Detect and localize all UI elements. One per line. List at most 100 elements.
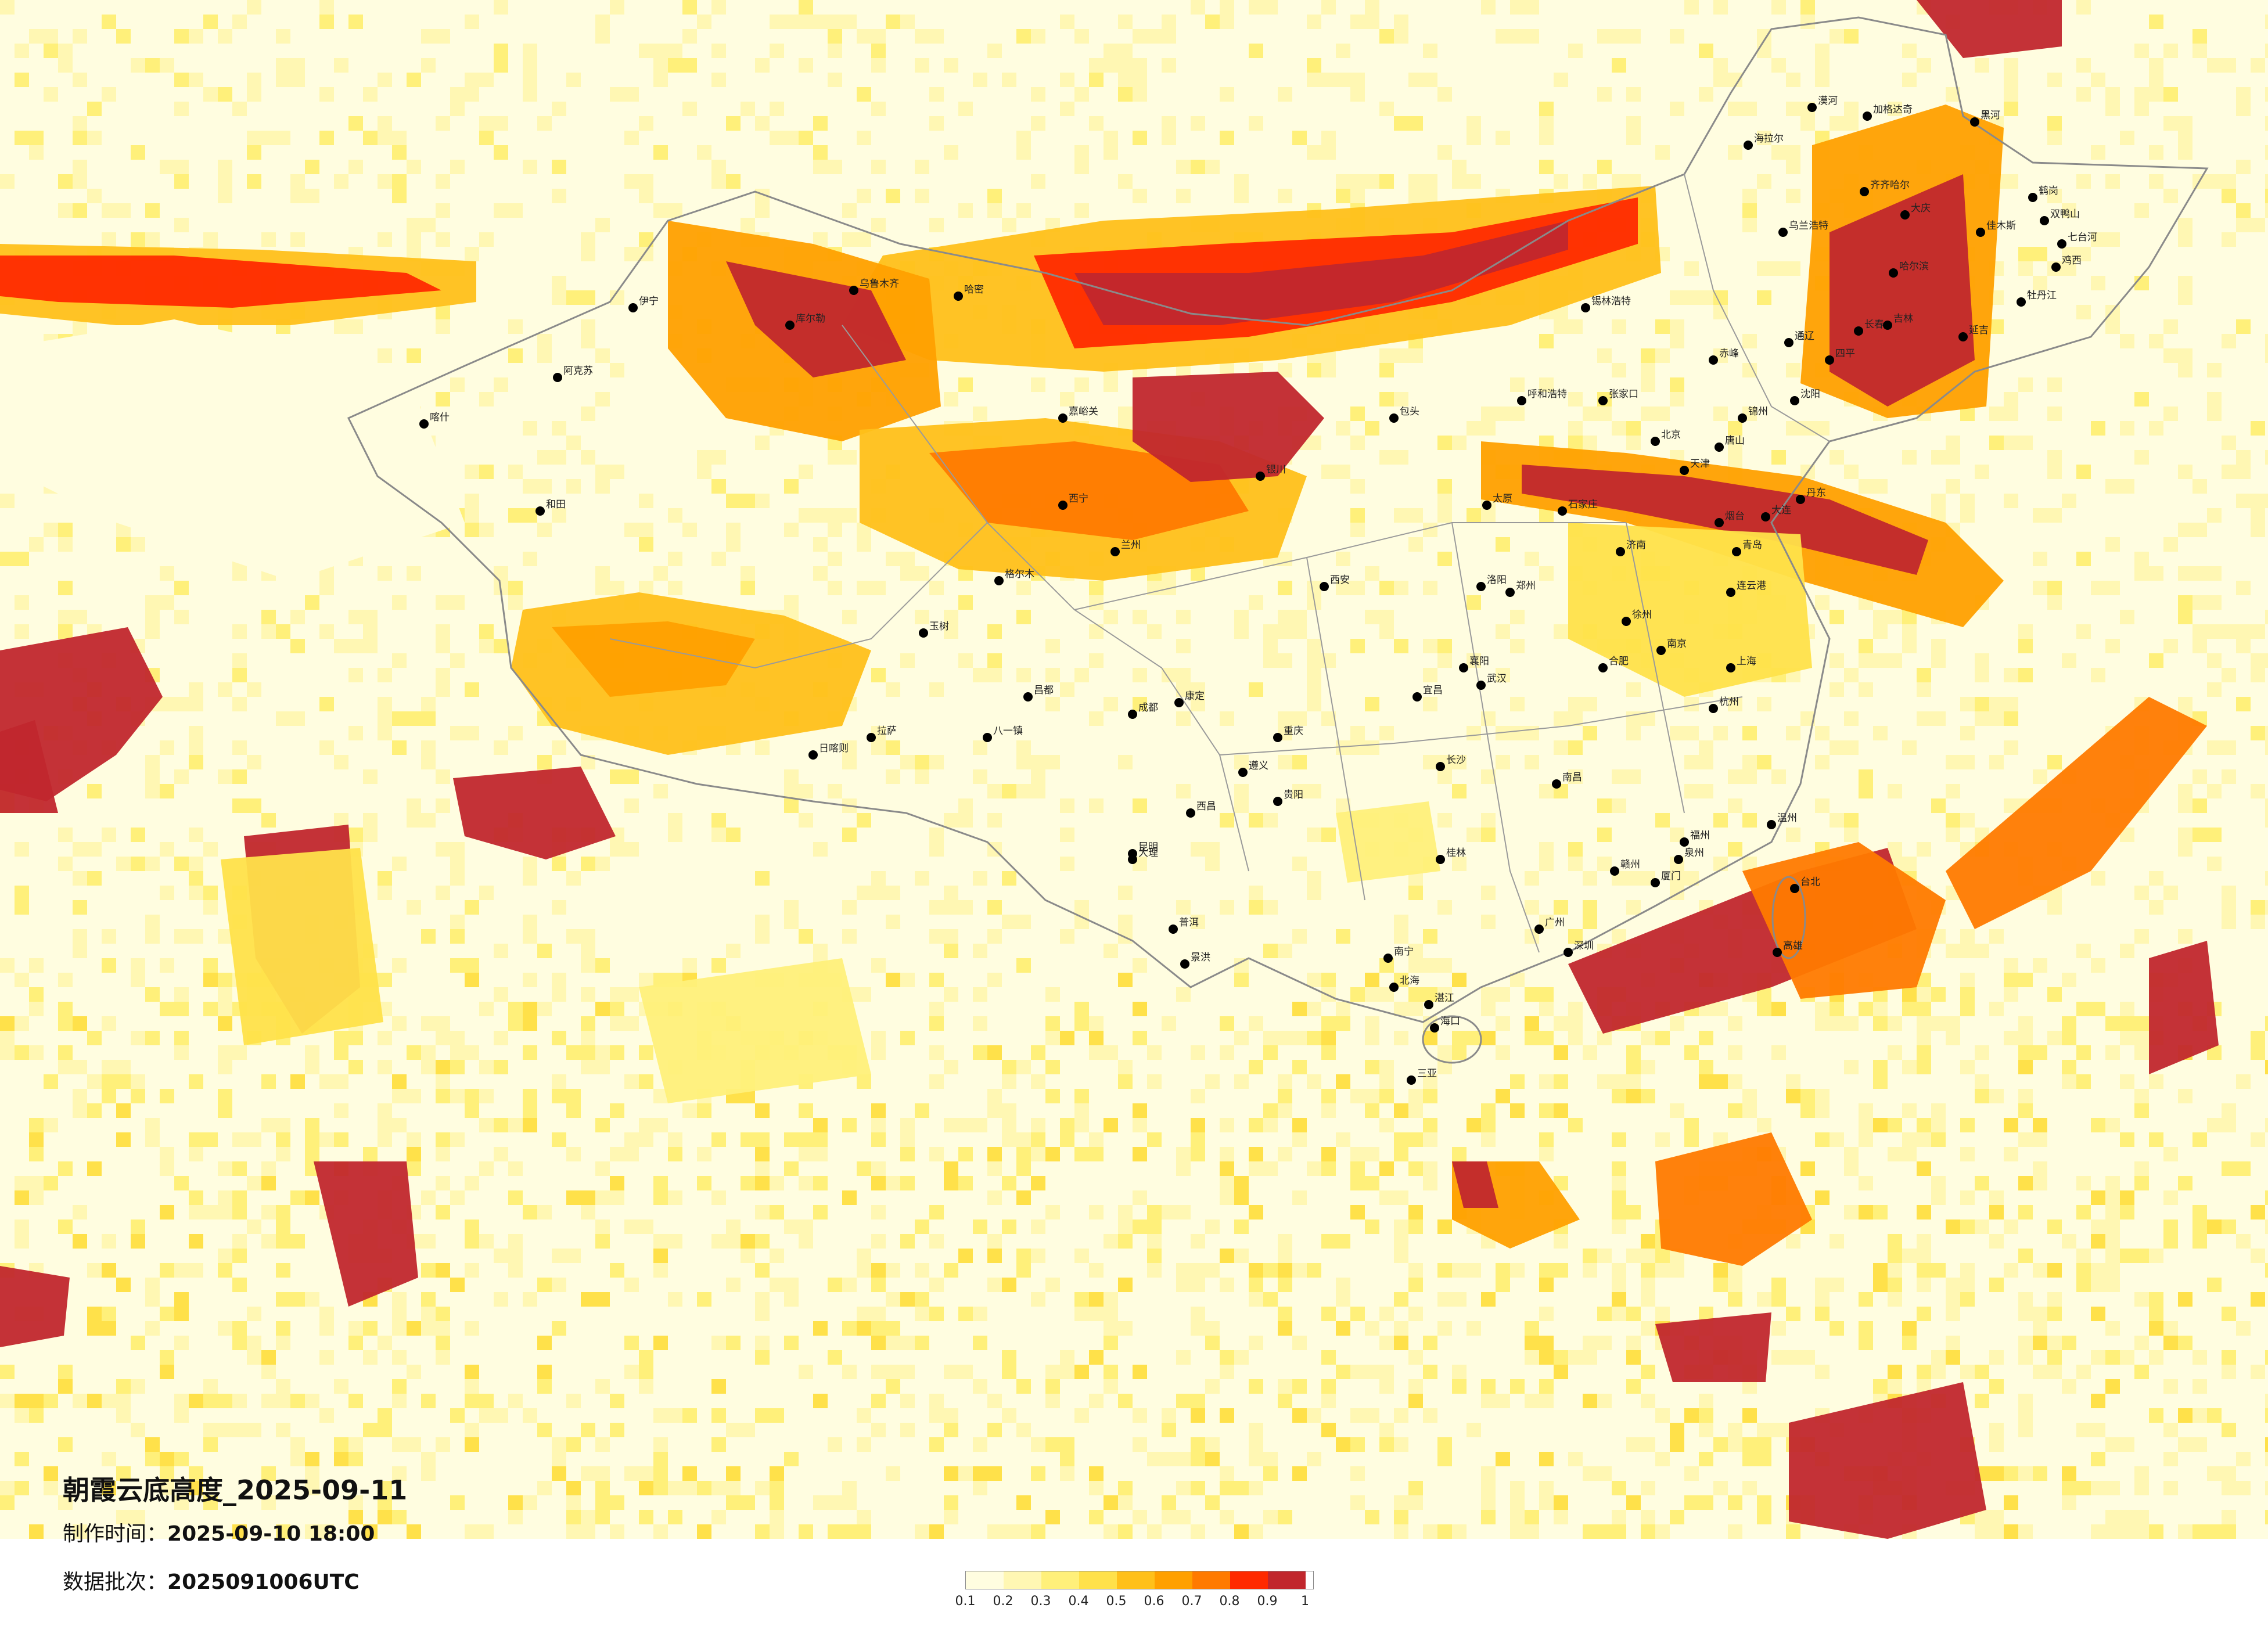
heat-cell-low <box>1931 639 1946 653</box>
heat-cell-low <box>711 73 726 87</box>
heat-cell-low <box>886 682 900 697</box>
city-label: 哈尔滨 <box>1899 261 1929 272</box>
heat-cell-low <box>1220 1176 1234 1190</box>
heat-cell-low <box>566 1510 581 1524</box>
legend-tick-label: 0.7 <box>1181 1594 1202 1609</box>
heat-cell-low <box>1379 726 1394 740</box>
heat-cell-low <box>1016 1147 1031 1161</box>
heat-cell-low <box>1191 915 1205 929</box>
heat-cell-low <box>2222 174 2236 189</box>
city-label: 漠河 <box>1818 95 1838 107</box>
heat-cell-low <box>1815 1292 1830 1307</box>
heat-cell-low <box>1902 1002 1917 1016</box>
heat-cell-low <box>378 348 392 363</box>
heat-cell-low <box>131 1234 145 1249</box>
heat-cell-low <box>465 1263 479 1278</box>
map-area[interactable]: 漠河 加格达奇 海拉尔 黑河 齐齐哈尔 大庆 哈尔滨 佳木斯 鹤岗 双鸭山 七台河 鸡西 牡丹江 乌兰浩特… <box>0 0 2268 1539</box>
heat-cell-low <box>741 102 755 116</box>
heat-cell-low <box>2222 1481 2236 1495</box>
city-label: 南宁 <box>1394 946 1414 958</box>
heat-cell-low <box>319 131 334 145</box>
heat-cell-low <box>566 436 581 450</box>
heat-cell-low <box>1917 1205 1931 1220</box>
heat-cell-low <box>1481 1002 1496 1016</box>
heat-cell-low <box>1830 610 1844 624</box>
heat-cell-low <box>2004 1147 2018 1161</box>
heat-cell-low <box>0 174 15 189</box>
heat-cell-low <box>1931 798 1946 813</box>
heat-cell-low <box>1888 610 1902 624</box>
heat-cell-low <box>73 160 87 174</box>
heat-cell-low <box>58 973 73 987</box>
heat-cell-low <box>1060 929 1074 944</box>
heat-cell-low <box>1031 1524 1045 1539</box>
heat-cell-low <box>44 1394 58 1408</box>
heat-cell-low <box>2120 1249 2134 1263</box>
heat-cell-low <box>1394 1437 1408 1452</box>
heat-cell-low <box>1888 102 1902 116</box>
heat-cell-low <box>494 44 508 58</box>
heat-cell-low <box>1278 653 1292 668</box>
heat-cell-low <box>1888 1249 1902 1263</box>
heat-cell-low <box>232 1423 247 1437</box>
heat-cell-low <box>508 508 523 523</box>
heat-cell-low <box>2120 1437 2134 1452</box>
heat-cell-low <box>203 1132 218 1147</box>
heat-cell-low <box>1583 1045 1597 1060</box>
heat-cell-low <box>58 1220 73 1234</box>
heat-cell-low <box>1525 1524 1539 1539</box>
heat-cell-low <box>465 523 479 537</box>
heat-cell-low <box>407 348 421 363</box>
heat-cell-low <box>2105 639 2120 653</box>
heat-cell-low <box>1539 131 1554 145</box>
heat-cell-low <box>407 1365 421 1379</box>
city-label: 赤峰 <box>1719 348 1739 359</box>
city-marker <box>1424 1000 1433 1009</box>
heat-cell-low <box>392 1074 407 1089</box>
heat-cell-low <box>1147 624 1162 639</box>
heat-cell-low <box>1437 436 1452 450</box>
heat-cell-low <box>624 174 639 189</box>
city-label: 洛阳 <box>1487 574 1507 586</box>
heat-cell-low <box>1786 1074 1800 1089</box>
heat-cell-low <box>566 1437 581 1452</box>
heat-cell-low <box>1060 1365 1074 1379</box>
heat-cell-low <box>87 842 102 857</box>
heat-cell-low <box>203 1379 218 1394</box>
city-marker <box>1517 396 1526 405</box>
province-border <box>1451 522 1540 953</box>
heat-cell-low <box>73 131 87 145</box>
heat-cell-low <box>2033 1336 2047 1350</box>
heat-cell-low <box>348 116 363 131</box>
heat-cell-low <box>1626 131 1641 145</box>
heat-cell-low <box>1089 595 1104 610</box>
heat-cell-low <box>813 508 828 523</box>
heat-cell-low <box>189 1481 203 1495</box>
heat-cell-low <box>1336 1278 1350 1292</box>
heat-cell-low <box>1989 755 2004 769</box>
city-marker <box>1174 698 1184 707</box>
heat-cell-low <box>973 73 987 87</box>
heat-cell-low <box>1713 290 1728 305</box>
heat-cell-low <box>1510 1510 1525 1524</box>
heat-cell-low <box>174 610 189 624</box>
heat-cell-low <box>1408 1002 1423 1016</box>
heat-cell-low <box>102 1089 116 1103</box>
city-label: 齐齐哈尔 <box>1870 179 1910 191</box>
heat-cell-low <box>1539 116 1554 131</box>
heat-cell-low <box>407 1524 421 1539</box>
heat-cell-low <box>1525 1031 1539 1045</box>
heat-cell-low <box>1133 87 1147 102</box>
heat-cell-low <box>668 1510 682 1524</box>
heat-cell-low <box>1234 973 1249 987</box>
heat-cell-low <box>523 929 537 944</box>
heat-cell-low <box>2178 116 2192 131</box>
heat-cell-low <box>813 1147 828 1161</box>
heat-cell-low <box>842 450 857 465</box>
city-label: 哈密 <box>964 284 984 296</box>
heat-cell-low <box>1133 958 1147 973</box>
heat-cell-low <box>857 1437 871 1452</box>
heat-cell-low <box>1975 653 1989 668</box>
heat-cell-low <box>1191 1118 1205 1132</box>
heat-cell-low <box>2120 1350 2134 1365</box>
